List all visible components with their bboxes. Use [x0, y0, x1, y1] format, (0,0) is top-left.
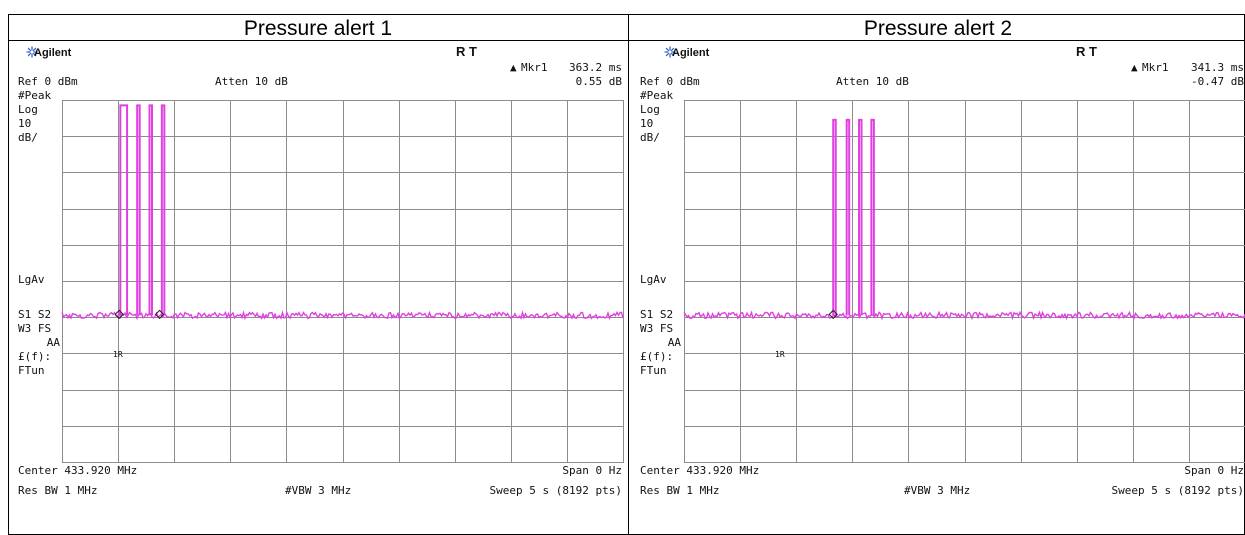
marker-diamond [154, 309, 165, 320]
pulse-bar [845, 118, 851, 316]
spark-ray [665, 47, 670, 52]
noise-floor-trace [683, 310, 1245, 321]
sweep-time: Sweep 5 s (8192 pts) [490, 484, 622, 497]
marker-symbols [828, 309, 838, 320]
marker-time: 341.3 ms [1191, 61, 1244, 74]
attenuation: Atten 10 dB [836, 75, 909, 88]
scale-unit-label: dB/ [640, 131, 660, 144]
status-rt: R T [1076, 44, 1097, 59]
scale-type-label: Log [640, 103, 660, 116]
noise-floor-line [61, 310, 624, 321]
scale-type-label: Log [18, 103, 38, 116]
trace-mode-label: W3 FS [18, 322, 51, 335]
marker-level: 0.55 dB [576, 75, 623, 88]
function-label: £(f): [640, 350, 673, 363]
video-bandwidth: #VBW 3 MHz [904, 484, 970, 497]
reference-level: Ref 0 dBm [640, 75, 700, 88]
average-label: LgAv [18, 273, 45, 286]
scale-unit-label: dB/ [18, 131, 38, 144]
spark-ray [670, 47, 675, 52]
panel-title: Pressure alert 2 [864, 17, 1012, 40]
marker-label: Mkr1 [1142, 61, 1169, 74]
pulse-bar [870, 118, 875, 316]
attenuation: Atten 10 dB [215, 75, 288, 88]
pulse-bar [119, 104, 129, 316]
marker-time: 363.2 ms [569, 61, 622, 74]
figure-border [8, 14, 1245, 535]
spark-ray [27, 52, 32, 57]
tuning-label: FTun [18, 364, 45, 377]
marker-diamond [828, 309, 838, 320]
detector-label: #Peak [640, 89, 673, 102]
average-label: LgAv [640, 273, 667, 286]
panel-title: Pressure alert 1 [244, 17, 392, 40]
marker-level: -0.47 dB [1191, 75, 1244, 88]
aa-label: AA [668, 336, 682, 349]
reference-level: Ref 0 dBm [18, 75, 78, 88]
analyzer-panel-2: Pressure alert 2 Agilent R T ▲ Mkr1 341.… [640, 17, 1245, 497]
agilent-spark-icon [26, 46, 38, 58]
pulse-trace [832, 118, 875, 316]
pulse-bar [148, 104, 154, 316]
marker-diamond [114, 309, 124, 320]
center-frequency: Center 433.920 MHz [640, 464, 759, 477]
trace-state-label: S1 S2 [18, 308, 51, 321]
marker-delta-icon: ▲ [510, 61, 517, 74]
agilent-logo: Agilent [26, 46, 72, 59]
tuning-label: FTun [640, 364, 667, 377]
detector-label: #Peak [18, 89, 51, 102]
marker-tag: 1R [775, 350, 785, 359]
noise-floor-trace [61, 310, 624, 321]
pulse-bar [858, 118, 863, 316]
spark-ray [27, 47, 32, 52]
agilent-spark-icon [664, 46, 676, 58]
function-label: £(f): [18, 350, 51, 363]
pulse-trace [119, 104, 166, 316]
brand-name: Agilent [34, 47, 72, 59]
analyzer-panel-1: Pressure alert 1 Agilent R T ▲ Mkr1 363.… [18, 17, 624, 497]
center-frequency: Center 433.920 MHz [18, 464, 137, 477]
scale-value-label: 10 [640, 117, 653, 130]
marker-tag: 1R [113, 350, 123, 359]
video-bandwidth: #VBW 3 MHz [285, 484, 351, 497]
graticule [684, 100, 1245, 463]
spark-ray [32, 52, 37, 57]
pulse-bar [160, 104, 166, 316]
sweep-time: Sweep 5 s (8192 pts) [1112, 484, 1244, 497]
trace-mode-label: W3 FS [640, 322, 673, 335]
resolution-bandwidth: Res BW 1 MHz [18, 484, 97, 497]
pulse-bar [832, 118, 837, 316]
resolution-bandwidth: Res BW 1 MHz [640, 484, 719, 497]
spark-ray [32, 47, 37, 52]
noise-floor-line [683, 310, 1245, 321]
agilent-logo: Agilent [664, 46, 710, 59]
span: Span 0 Hz [1184, 464, 1244, 477]
marker-delta-icon: ▲ [1131, 61, 1138, 74]
pulse-bar [136, 104, 141, 316]
scale-value-label: 10 [18, 117, 31, 130]
trace-state-label: S1 S2 [640, 308, 673, 321]
span: Span 0 Hz [562, 464, 622, 477]
graticule [62, 100, 624, 463]
spark-ray [665, 52, 670, 57]
brand-name: Agilent [672, 47, 710, 59]
marker-symbols [114, 309, 165, 320]
marker-label: Mkr1 [521, 61, 548, 74]
aa-label: AA [47, 336, 61, 349]
spark-ray [670, 52, 675, 57]
status-rt: R T [456, 44, 477, 59]
